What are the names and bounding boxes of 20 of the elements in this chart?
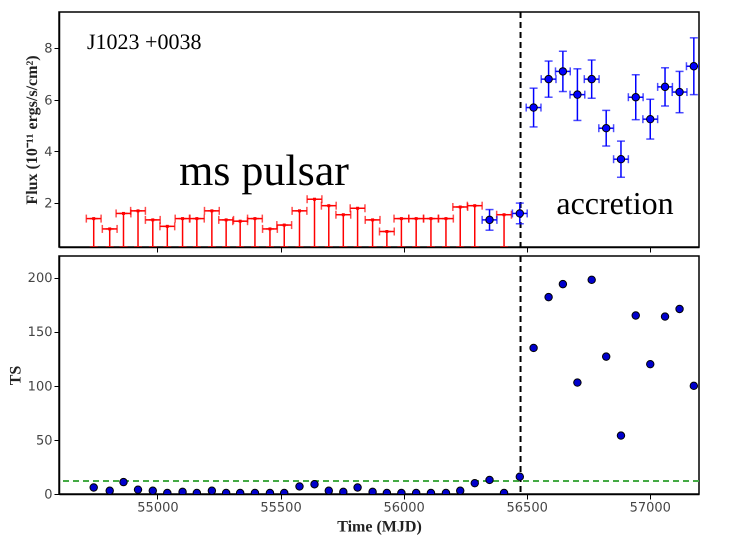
annotation: J1023 +0038 (87, 29, 202, 54)
y-tick-label: 6 (44, 93, 52, 108)
y-tick-label: 100 (28, 379, 52, 394)
annotation: accretion (556, 185, 674, 221)
x-tick-label: 56500 (506, 500, 548, 516)
y-tick-label: 4 (44, 144, 52, 160)
y-tick-label: 2 (44, 196, 52, 212)
x-tick-label: 57000 (630, 500, 671, 516)
y-tick-label: 8 (44, 42, 52, 57)
y-tick-label: 50 (36, 433, 52, 448)
y-axis-title: Flux (10⁻¹¹ ergs/s/cm²) (24, 55, 42, 205)
y-tick-label: 150 (28, 325, 52, 340)
x-tick-label: 55000 (137, 500, 179, 516)
x-tick-label: 55500 (260, 500, 302, 516)
y-tick-label: 200 (28, 271, 52, 286)
y-axis-title: TS (8, 366, 25, 386)
x-tick-label: 56000 (383, 500, 425, 516)
y-tick-label: 0 (44, 488, 52, 502)
x-axis-title: Time (MJD) (337, 518, 422, 536)
annotation: ms pulsar (179, 146, 350, 195)
